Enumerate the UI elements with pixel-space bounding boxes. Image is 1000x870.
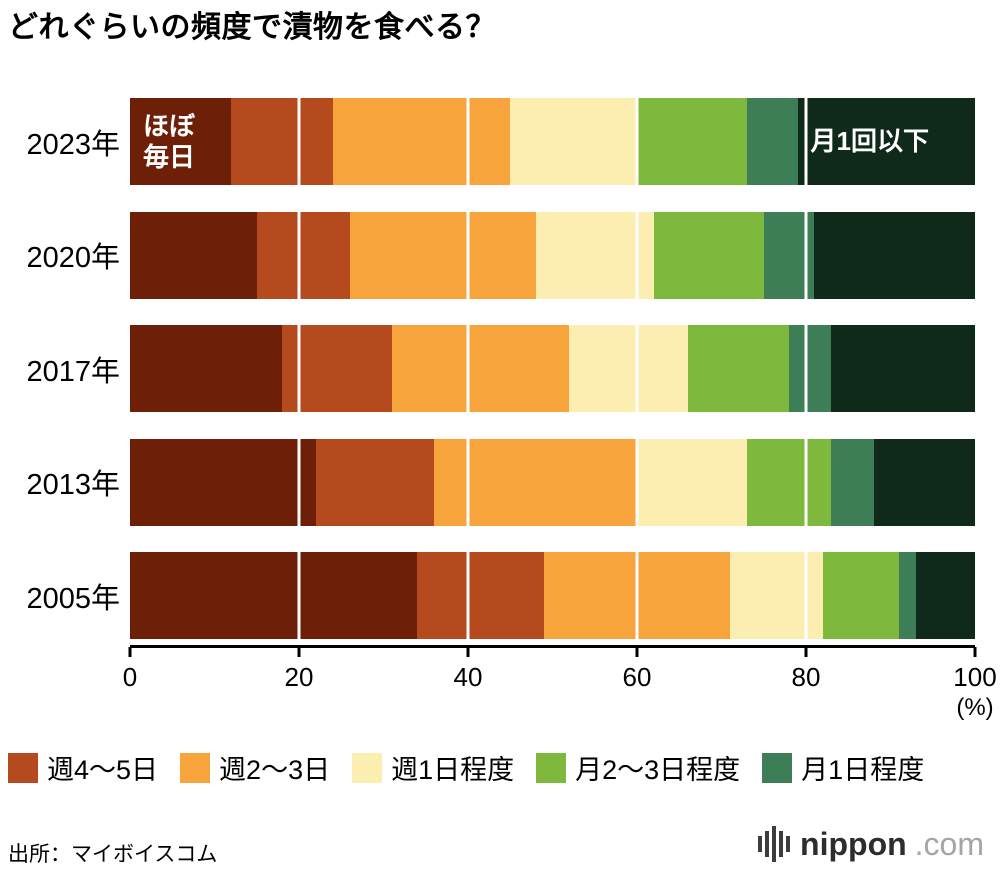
bar-segment xyxy=(653,211,764,299)
stacked-bar: ほぼ 毎日 月1回以下 xyxy=(130,98,975,185)
x-tick-label: 40 xyxy=(453,662,483,692)
legend-label: 週4〜5日 xyxy=(47,755,159,785)
nippon-logo-icon xyxy=(758,826,791,862)
stacked-bar xyxy=(130,211,975,299)
legend-swatch xyxy=(352,752,383,783)
bar-segment xyxy=(315,438,435,526)
legend-item: 週2〜3日 xyxy=(180,748,330,787)
x-tick-label: 80 xyxy=(791,662,821,692)
bar-segment xyxy=(130,552,418,639)
x-tick-mark xyxy=(128,647,132,657)
bar-segment xyxy=(729,552,823,639)
legend-item: 月2〜3日程度 xyxy=(536,748,740,787)
year-label: 2013年 xyxy=(26,469,120,501)
x-tick-mark xyxy=(297,647,301,657)
x-tick-label: 60 xyxy=(622,662,652,692)
stacked-bar xyxy=(130,552,975,639)
bar-segment xyxy=(831,325,975,412)
bar-segment xyxy=(130,325,283,412)
bar-segment xyxy=(510,98,637,185)
logo-tld-text: .com xyxy=(914,825,984,862)
bar-segment xyxy=(636,438,747,526)
legend: 週4〜5日 週2〜3日 週1日程度 月2〜3日程度 月1日程度 xyxy=(8,748,924,787)
bar-segment xyxy=(822,552,899,639)
segment-annotation: 月1回以下 xyxy=(810,126,929,157)
bar-segment xyxy=(282,325,392,412)
year-label: 2023年 xyxy=(26,128,120,161)
segment-annotation: ほぼ 毎日 xyxy=(143,110,196,172)
logo-brand-text: nippon xyxy=(800,825,907,862)
bar-segment xyxy=(687,325,790,412)
x-tick-label: 0 xyxy=(122,662,138,692)
bar-segment: ほぼ 毎日 xyxy=(130,98,232,185)
legend-label: 月2〜3日程度 xyxy=(575,755,741,785)
bar-segment: 月1回以下 xyxy=(797,98,975,185)
bar-segment xyxy=(814,211,975,299)
x-axis: (%) 0 20 40 60 80 100 xyxy=(123,645,997,721)
bar-segment xyxy=(569,325,688,412)
bar-segment xyxy=(417,552,545,639)
x-tick-mark xyxy=(804,647,808,657)
bar-segment xyxy=(873,438,975,526)
bar-segment xyxy=(130,438,316,526)
bar-segment xyxy=(746,98,798,185)
bar-segment xyxy=(231,98,333,185)
chart-row: 2013年 xyxy=(26,438,975,526)
bar-segment xyxy=(256,211,350,299)
chart-row: 2020年 xyxy=(26,211,975,299)
legend-item: 週1日程度 xyxy=(352,748,514,787)
stacked-bar xyxy=(130,438,975,526)
legend-swatch xyxy=(762,752,793,783)
chart-area: 2023年 ほぼ 毎日 月1回以下 2020年 2017年 2013年 2005年 (%) … xyxy=(26,98,997,721)
bar-segment xyxy=(746,438,832,526)
source-note: 出所：マイボイスコム xyxy=(8,843,218,866)
legend-swatch xyxy=(536,752,567,783)
bar-segment xyxy=(898,552,916,639)
bar-segment xyxy=(535,211,654,299)
year-label: 2017年 xyxy=(26,355,120,388)
x-tick-mark xyxy=(973,647,977,657)
x-axis-unit: (%) xyxy=(956,694,994,721)
year-label: 2020年 xyxy=(26,242,120,274)
legend-swatch xyxy=(180,752,211,783)
x-tick-mark xyxy=(635,647,639,657)
x-tick-mark xyxy=(466,647,470,657)
bar-segment xyxy=(831,438,874,526)
chart-title: どれぐらいの頻度で漬物を食べる？ xyxy=(8,11,496,44)
bar-segment xyxy=(789,325,832,412)
x-tick-label: 20 xyxy=(284,662,314,692)
bar-segment xyxy=(130,211,257,299)
legend-item: 週4〜5日 xyxy=(8,748,158,787)
bar-segment xyxy=(544,552,730,639)
legend-label: 週2〜3日 xyxy=(219,755,331,785)
legend-label: 週1日程度 xyxy=(391,755,515,785)
plot: 2023年 ほぼ 毎日 月1回以下 2020年 2017年 2013年 2005年 xyxy=(26,98,975,639)
bar-segment xyxy=(636,98,747,185)
year-label: 2005年 xyxy=(26,582,120,615)
bar-segment xyxy=(391,325,570,412)
nippon-logo: nippon .com xyxy=(758,824,984,864)
chart-row: 2017年 xyxy=(26,325,975,412)
legend-swatch xyxy=(8,752,38,783)
legend-label: 月1日程度 xyxy=(801,755,925,785)
chart-row: 2005年 xyxy=(26,552,975,639)
legend-item: 月1日程度 xyxy=(762,748,924,787)
bar-segment xyxy=(349,211,536,299)
x-tick-label: 100 xyxy=(953,662,997,692)
chart-rows: 2023年 ほぼ 毎日 月1回以下 2020年 2017年 2013年 2005年 xyxy=(26,98,975,639)
chart-row: 2023年 ほぼ 毎日 月1回以下 xyxy=(26,98,975,185)
bar-segment xyxy=(434,438,637,526)
bar-segment xyxy=(915,552,975,639)
bar-segment xyxy=(763,211,815,299)
stacked-bar xyxy=(130,325,975,412)
bar-segment xyxy=(332,98,511,185)
